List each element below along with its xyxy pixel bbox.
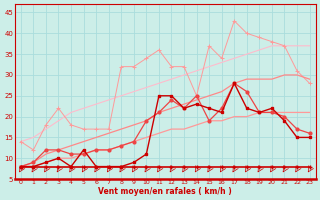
X-axis label: Vent moyen/en rafales ( km/h ): Vent moyen/en rafales ( km/h ) [98,187,232,196]
